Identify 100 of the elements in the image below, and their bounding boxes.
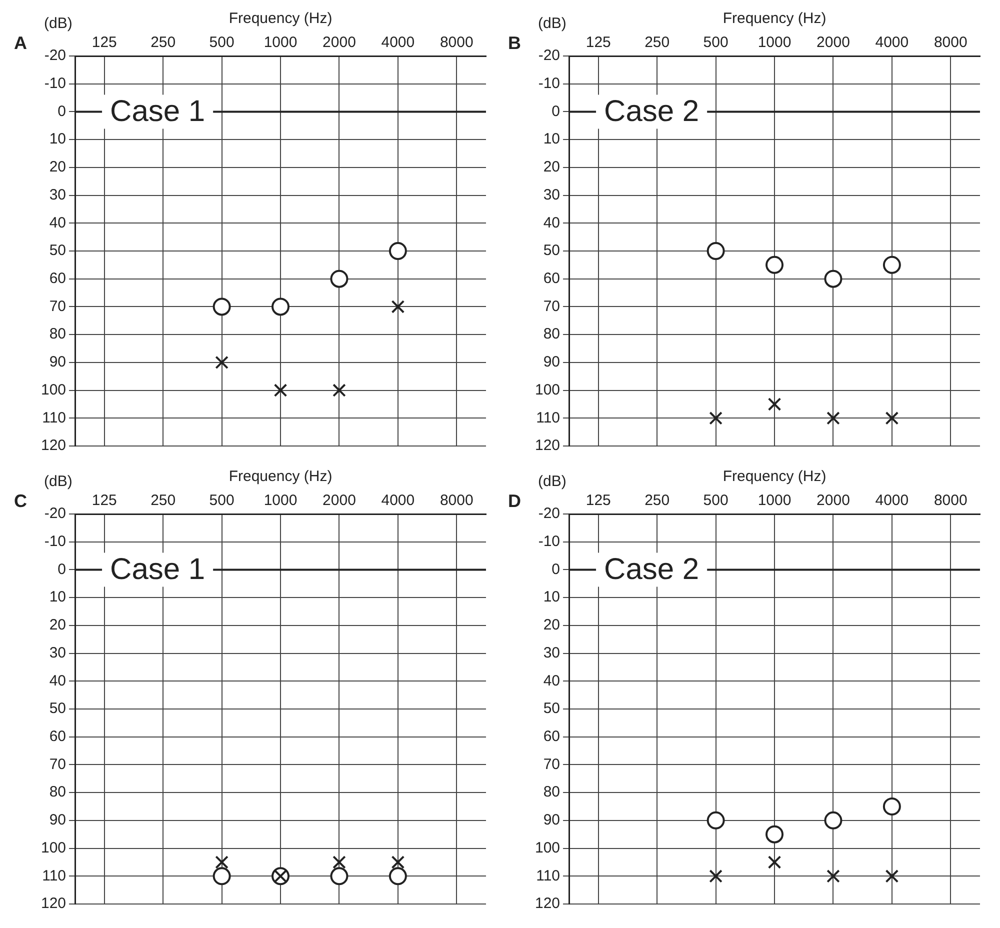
point — [709, 869, 722, 883]
y-tick-label: 40 — [543, 672, 560, 690]
y-tick-label: 100 — [534, 839, 560, 856]
point — [706, 811, 725, 830]
ref-line-label: Case 1 — [110, 552, 206, 586]
y-tick-label: 10 — [49, 588, 66, 606]
x-tick-label: 125 — [92, 492, 117, 510]
y-tick-label: 90 — [49, 354, 66, 371]
x-tick-label: 2000 — [816, 492, 850, 510]
x-tick-label: 2000 — [816, 34, 850, 52]
y-tick-label: 100 — [534, 381, 560, 398]
x-tick-label: 500 — [209, 34, 234, 52]
point — [826, 869, 840, 883]
y-tick-label: 50 — [49, 700, 66, 718]
y-tick-label: 50 — [49, 242, 66, 260]
y-tick-label: 80 — [49, 326, 66, 343]
x-tick-label: 125 — [586, 492, 611, 510]
y-tick-label: 0 — [552, 560, 560, 578]
point — [391, 300, 405, 314]
y-tick-label: 60 — [49, 728, 66, 745]
point — [882, 798, 901, 816]
x-tick-label: 2000 — [322, 34, 356, 52]
chart-title: A — [14, 32, 27, 53]
y-tick-label: 120 — [534, 895, 560, 912]
y-tick-label: -20 — [538, 505, 560, 522]
point — [706, 242, 725, 260]
x-tick-label: 2000 — [322, 492, 356, 510]
point — [212, 298, 231, 316]
y-tick-label: -20 — [44, 505, 66, 522]
y-axis-title: (dB) — [44, 473, 72, 490]
y-tick-label: 10 — [49, 130, 66, 148]
point — [766, 256, 784, 274]
y-tick-label: -10 — [44, 533, 66, 550]
y-tick-label: 40 — [49, 214, 66, 232]
x-tick-label: 250 — [150, 492, 176, 510]
x-axis-title: Frequency (Hz) — [722, 468, 826, 486]
y-tick-label: 50 — [543, 700, 560, 718]
x-tick-label: 125 — [92, 34, 117, 52]
chart-title: D — [508, 490, 521, 511]
ref-line-label: Case 2 — [604, 552, 700, 586]
y-tick-label: 20 — [543, 158, 560, 176]
point — [882, 256, 901, 274]
y-tick-label: 0 — [58, 560, 66, 578]
x-tick-label: 1000 — [758, 34, 792, 52]
point — [274, 384, 288, 397]
y-axis-title: (dB) — [44, 15, 72, 32]
point — [824, 270, 842, 288]
y-tick-label: 20 — [543, 616, 560, 634]
x-tick-label: 500 — [703, 492, 728, 510]
y-tick-label: 70 — [543, 298, 560, 315]
point — [885, 869, 899, 883]
y-tick-label: 30 — [49, 644, 66, 662]
point — [388, 242, 407, 260]
x-tick-label: 8000 — [934, 34, 968, 52]
y-tick-label: 110 — [42, 867, 66, 884]
y-tick-label: 110 — [42, 409, 66, 426]
x-tick-label: 1000 — [264, 34, 298, 52]
x-tick-label: 1000 — [264, 492, 298, 510]
y-tick-label: 60 — [543, 270, 560, 287]
x-tick-label: 250 — [150, 34, 176, 52]
y-tick-label: 60 — [49, 270, 66, 287]
y-axis-title: (dB) — [538, 15, 566, 32]
point — [768, 856, 782, 869]
y-tick-label: 40 — [49, 672, 66, 690]
x-tick-label: 8000 — [934, 492, 968, 510]
point — [766, 825, 784, 844]
y-tick-label: 100 — [40, 381, 66, 398]
y-tick-label: 110 — [536, 867, 560, 884]
y-tick-label: 80 — [49, 784, 66, 801]
x-tick-label: 500 — [703, 34, 728, 52]
x-axis-title: Frequency (Hz) — [228, 468, 332, 486]
point — [330, 270, 348, 288]
y-tick-label: 30 — [543, 644, 560, 662]
y-tick-label: -10 — [44, 75, 66, 92]
y-tick-label: 90 — [49, 812, 66, 829]
x-tick-label: 1000 — [758, 492, 792, 510]
y-tick-label: 30 — [543, 186, 560, 204]
y-tick-label: 120 — [534, 437, 560, 454]
y-axis-title: (dB) — [538, 473, 566, 490]
point — [824, 811, 842, 830]
x-tick-label: 8000 — [440, 492, 474, 510]
y-tick-label: 80 — [543, 784, 560, 801]
x-tick-label: 4000 — [875, 34, 909, 52]
y-tick-label: 10 — [543, 588, 560, 606]
y-tick-label: 30 — [49, 186, 66, 204]
y-tick-label: 70 — [49, 756, 66, 773]
y-tick-label: 90 — [543, 812, 560, 829]
x-tick-label: 125 — [586, 34, 611, 52]
x-tick-label: 4000 — [381, 34, 415, 52]
y-tick-label: 120 — [40, 437, 66, 454]
y-tick-label: 10 — [543, 130, 560, 148]
y-tick-label: 70 — [49, 298, 66, 315]
x-tick-label: 250 — [644, 34, 670, 52]
x-axis-title: Frequency (Hz) — [722, 10, 826, 28]
x-tick-label: 4000 — [875, 492, 909, 510]
point — [215, 356, 228, 370]
point — [768, 398, 782, 411]
x-tick-label: 8000 — [440, 34, 474, 52]
point — [332, 384, 346, 397]
y-tick-label: 40 — [543, 214, 560, 232]
